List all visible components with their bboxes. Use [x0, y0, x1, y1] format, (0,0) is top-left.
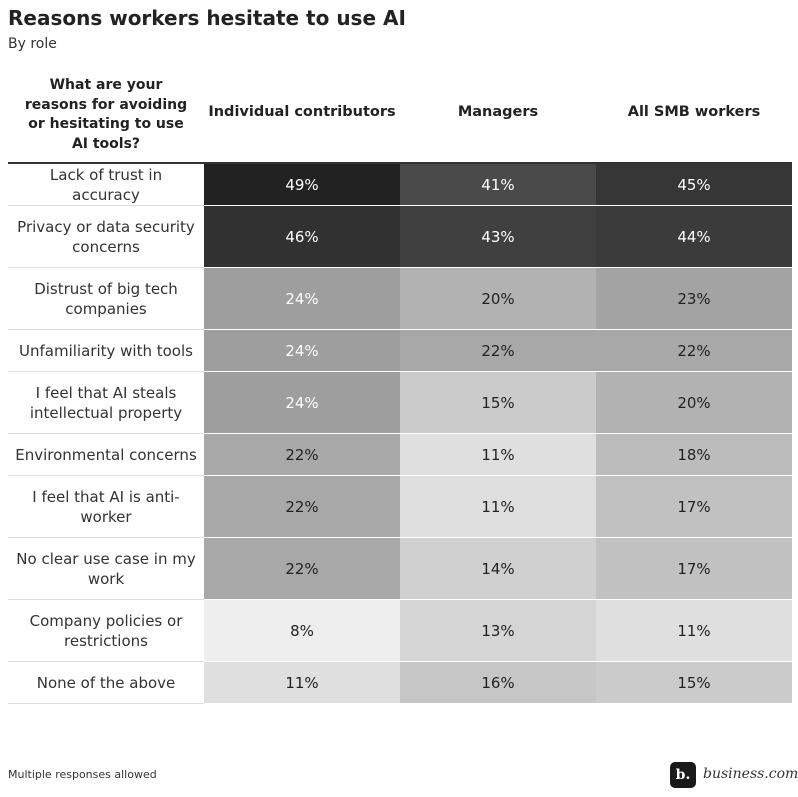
- logo-text: business.com: [703, 766, 798, 782]
- row-label: None of the above: [8, 662, 204, 704]
- row-label: Distrust of big tech companies: [8, 268, 204, 330]
- cell-label: 24%: [285, 393, 319, 412]
- cell-label: 23%: [677, 289, 711, 308]
- heat-cell: 11%: [596, 600, 792, 662]
- heat-cell: 17%: [596, 538, 792, 600]
- cell-label: 24%: [285, 341, 319, 360]
- header-rule: [8, 162, 792, 164]
- cell-label: 11%: [677, 621, 711, 640]
- heat-cell: 22%: [596, 330, 792, 372]
- heat-cell: 16%: [400, 662, 596, 704]
- cell-label: 15%: [481, 393, 515, 412]
- cell-label: 14%: [481, 559, 515, 578]
- heat-cell: 20%: [400, 268, 596, 330]
- cell-label: 18%: [677, 445, 711, 464]
- cell-label: 43%: [481, 227, 515, 246]
- heat-cell: 17%: [596, 476, 792, 538]
- cell-label: 22%: [285, 559, 319, 578]
- footnote: Multiple responses allowed: [8, 768, 157, 781]
- heat-cell: 15%: [596, 662, 792, 704]
- cell-label: 8%: [290, 621, 314, 640]
- cell-label: 11%: [285, 673, 319, 692]
- heat-cell: 11%: [204, 662, 400, 704]
- heat-cell: 8%: [204, 600, 400, 662]
- cell-label: 16%: [481, 673, 515, 692]
- heat-cell: 24%: [204, 268, 400, 330]
- cell-label: 45%: [677, 175, 711, 194]
- heat-cell: 22%: [204, 476, 400, 538]
- chart-subtitle: By role: [8, 36, 57, 52]
- heat-cell: 11%: [400, 434, 596, 476]
- heat-cell: 44%: [596, 206, 792, 268]
- row-label: Unfamiliarity with tools: [8, 330, 204, 372]
- heat-cell: 24%: [204, 372, 400, 434]
- cell-label: 17%: [677, 497, 711, 516]
- cell-label: 49%: [285, 175, 319, 194]
- heat-cell: 24%: [204, 330, 400, 372]
- logo-mark: b.: [670, 762, 696, 788]
- heat-cell: 22%: [204, 434, 400, 476]
- heat-cell: 41%: [400, 164, 596, 206]
- cell-label: 22%: [285, 445, 319, 464]
- column-header: All SMB workers: [627, 104, 761, 120]
- cell-label: 44%: [677, 227, 711, 246]
- row-label: Company policies or restrictions: [8, 600, 204, 662]
- cell-label: 46%: [285, 227, 319, 246]
- heat-cell: 49%: [204, 164, 400, 206]
- row-label: Lack of trust in accuracy: [8, 164, 204, 206]
- row-label: Privacy or data security concerns: [8, 206, 204, 268]
- cell-label: 20%: [481, 289, 515, 308]
- heat-cell: 13%: [400, 600, 596, 662]
- row-label: I feel that AI steals intellectual prope…: [8, 372, 204, 434]
- cell-label: 15%: [677, 673, 711, 692]
- cell-label: 24%: [285, 289, 319, 308]
- row-label: Environmental concerns: [8, 434, 204, 476]
- cell-label: 13%: [481, 621, 515, 640]
- heat-cell: 45%: [596, 164, 792, 206]
- heat-cell: 20%: [596, 372, 792, 434]
- heat-cell: 46%: [204, 206, 400, 268]
- cell-label: 22%: [285, 497, 319, 516]
- cell-label: 22%: [677, 341, 711, 360]
- column-header: Managers: [457, 104, 539, 120]
- heat-cell: 15%: [400, 372, 596, 434]
- heat-cell: 22%: [204, 538, 400, 600]
- cell-label: 41%: [481, 175, 515, 194]
- chart-title: Reasons workers hesitate to use AI: [8, 6, 406, 30]
- heat-cell: 22%: [400, 330, 596, 372]
- column-header: Individual contributors: [208, 104, 396, 120]
- heat-cell: 43%: [400, 206, 596, 268]
- heat-cell: 18%: [596, 434, 792, 476]
- cell-label: 20%: [677, 393, 711, 412]
- heat-cell: 14%: [400, 538, 596, 600]
- heat-cell: 11%: [400, 476, 596, 538]
- cell-label: 22%: [481, 341, 515, 360]
- cell-label: 11%: [481, 445, 515, 464]
- heat-cell: 23%: [596, 268, 792, 330]
- row-label: No clear use case in my work: [8, 538, 204, 600]
- row-label: I feel that AI is anti-worker: [8, 476, 204, 538]
- corner-label: What are your reasons for avoiding or he…: [24, 77, 188, 152]
- cell-label: 17%: [677, 559, 711, 578]
- cell-label: 11%: [481, 497, 515, 516]
